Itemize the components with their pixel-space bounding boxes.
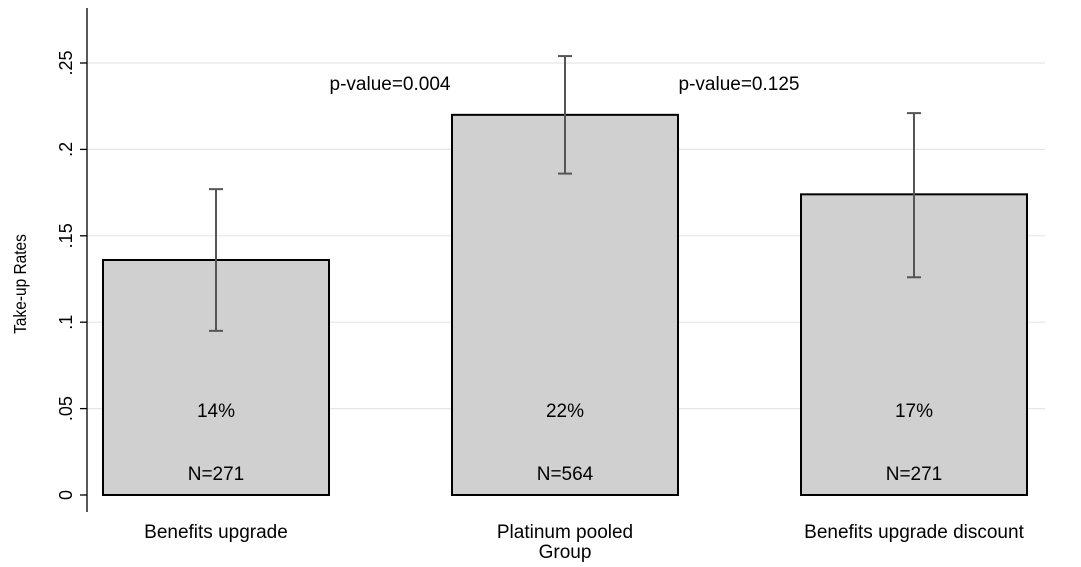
y-tick-label: .25 [56,50,76,75]
bar-n-label: N=271 [188,464,245,485]
y-axis-label: Take-up Rates [10,234,30,334]
bar-n-label: N=271 [886,464,943,485]
bar-n-label: N=564 [537,464,594,485]
y-axis: 0 .05 .1 .15 .2 .25 [56,8,88,512]
bar-value-label: 14% [197,401,235,422]
x-tick-label: Benefits upgrade discount [804,522,1024,543]
y-tick-label: .1 [56,315,76,330]
y-tick-label: 0 [56,490,76,500]
p-value-annotation: p-value=0.004 [330,74,451,95]
error-bars [209,55,921,332]
bar [451,113,679,496]
x-tick-label: Group [539,542,592,563]
y-tick-label: .15 [56,223,76,248]
y-tick-label: .2 [56,142,76,157]
y-tick-label: .05 [56,396,76,421]
x-tick-label: Benefits upgrade [144,522,288,543]
p-value-annotation: p-value=0.125 [679,74,800,95]
x-tick-label: Platinum pooled [497,522,633,543]
bar-value-label: 17% [895,401,933,422]
data-labels: 14% N=271 22% N=564 17% N=271 p-value=0.004 p-v… [188,74,943,485]
bar-value-label: 22% [546,401,584,422]
